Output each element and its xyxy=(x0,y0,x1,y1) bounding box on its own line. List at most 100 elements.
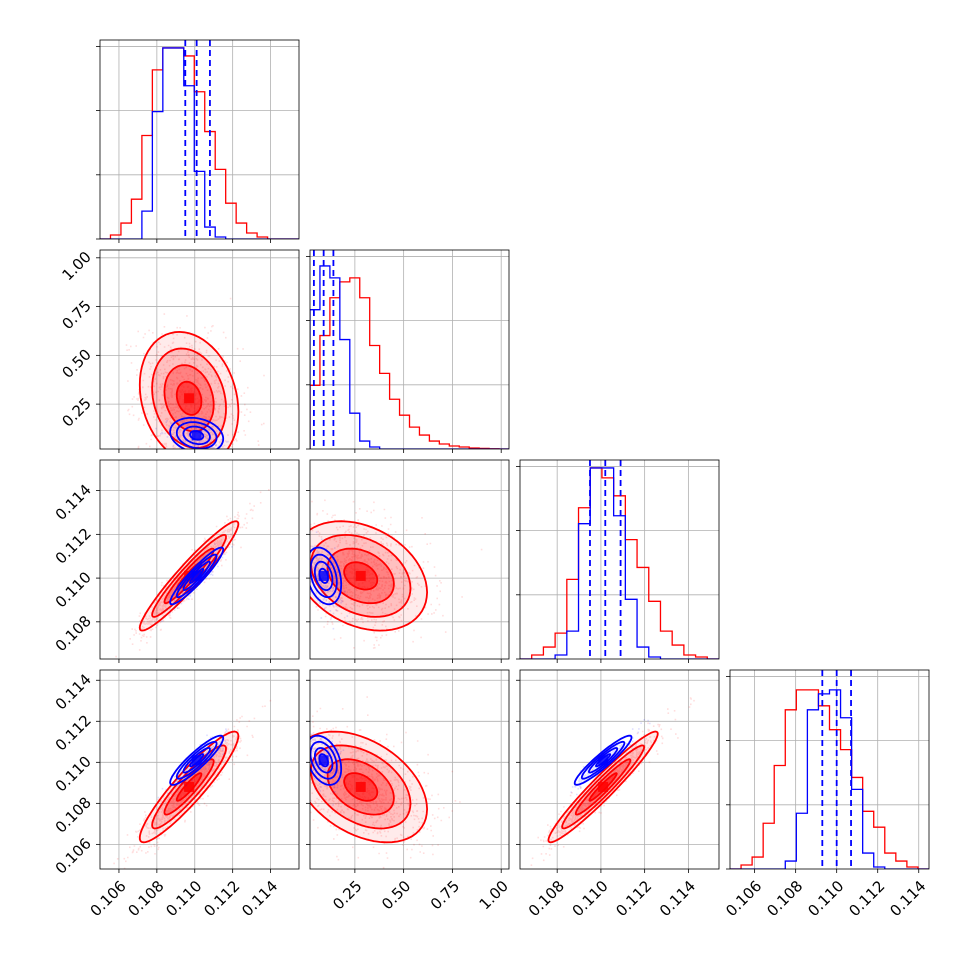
scatter-points-0 xyxy=(115,489,270,658)
x-tick-label: 0.75 xyxy=(427,877,463,913)
scatter-and-contours xyxy=(310,696,461,869)
histograms xyxy=(730,670,929,869)
x-tick-label: 0.114 xyxy=(656,877,699,920)
y-tick-label: 0.25 xyxy=(58,394,94,430)
density-peak-0 xyxy=(184,781,195,792)
histograms xyxy=(100,40,299,239)
histograms xyxy=(310,250,509,449)
scatter-points-0 xyxy=(310,499,483,649)
contour-series-1 xyxy=(310,740,338,780)
corner-panels: 0.250.500.751.000.1080.1100.1120.1140.10… xyxy=(52,39,930,920)
panel-3-0: 0.1060.1080.1100.1120.1140.1060.1080.110… xyxy=(52,669,300,920)
scatter-and-contours xyxy=(115,489,270,658)
density-peak-0 xyxy=(598,781,609,792)
density-peak-0 xyxy=(184,393,195,404)
x-tick-label: 0.110 xyxy=(162,877,205,920)
density-peak-0 xyxy=(355,781,366,792)
scatter-points-1 xyxy=(310,531,349,630)
y-tick-label: 0.114 xyxy=(52,481,95,524)
x-tick-label: 0.106 xyxy=(87,877,130,920)
density-peak-1 xyxy=(598,755,609,766)
x-tick-label: 0.110 xyxy=(804,877,847,920)
y-tick-label: 0.108 xyxy=(52,793,95,836)
panel-1-1 xyxy=(306,249,510,453)
y-tick-label: 0.106 xyxy=(52,834,95,877)
density-peak-1 xyxy=(191,755,202,766)
panel-frame xyxy=(99,39,300,240)
contour-series-1 xyxy=(310,553,338,599)
x-tick-label: 0.110 xyxy=(569,877,612,920)
y-tick-label: 0.50 xyxy=(58,345,94,381)
contour-series-1 xyxy=(182,560,211,591)
density-peak-1 xyxy=(318,755,329,766)
x-tick-label: 0.114 xyxy=(886,877,929,920)
contour-series-1 xyxy=(310,734,343,786)
contour-series-1 xyxy=(175,421,218,449)
histogram-series-1 xyxy=(310,265,509,449)
histogram-series-0 xyxy=(730,689,929,869)
panel-3-2: 0.108 0.110 0.112 0.114 xyxy=(516,669,720,920)
x-tick-label: 0.108 xyxy=(763,877,806,920)
contour-series-1 xyxy=(310,546,343,606)
panel-frame xyxy=(309,669,510,870)
histogram-series-0 xyxy=(100,47,299,239)
y-tick-label: 0.110 xyxy=(52,752,95,795)
panel-2-2 xyxy=(516,459,720,663)
panel-0-0 xyxy=(96,39,300,243)
contour-series-1 xyxy=(587,747,619,774)
x-tick-label: 1.00 xyxy=(476,877,512,913)
contour-series-1 xyxy=(175,740,218,780)
density-peak-1 xyxy=(191,430,202,441)
contour-series-1 xyxy=(314,560,334,591)
density-peak-0 xyxy=(355,570,366,581)
scatter-and-contours xyxy=(521,697,695,869)
x-tick-label: 0.112 xyxy=(200,877,243,920)
histogram-series-1 xyxy=(730,689,929,869)
panel-frame xyxy=(519,669,720,870)
x-tick-label: 0.50 xyxy=(378,877,414,913)
histogram-series-1 xyxy=(100,47,299,239)
histograms xyxy=(520,460,719,659)
y-tick-label: 0.75 xyxy=(58,297,94,333)
scatter-and-contours xyxy=(113,699,272,869)
x-tick-label: 0.106 xyxy=(722,877,765,920)
y-tick-label: 0.112 xyxy=(52,524,95,567)
x-tick-label: 0.114 xyxy=(238,877,281,920)
contour-series-1 xyxy=(580,740,626,780)
panel-frame xyxy=(519,459,720,660)
x-tick-label: 0.108 xyxy=(525,877,568,920)
y-tick-label: 0.114 xyxy=(52,670,95,713)
contour-series-1 xyxy=(175,553,218,599)
y-tick-label: 0.110 xyxy=(52,568,95,611)
panel-frame xyxy=(309,249,510,450)
x-tick-label: 0.25 xyxy=(329,877,365,913)
density-peak-1 xyxy=(318,570,329,581)
contour-series-1 xyxy=(169,546,225,606)
panel-frame xyxy=(99,249,300,450)
contour-series-1 xyxy=(182,747,211,774)
contour-series-1 xyxy=(169,416,225,449)
scatter-and-contours xyxy=(310,499,483,649)
contour-series-1 xyxy=(169,734,225,786)
contour-series-1 xyxy=(573,734,633,786)
panel-frame xyxy=(99,669,300,870)
x-tick-label: 0.112 xyxy=(612,877,655,920)
panel-3-1: 0.25 0.50 0.75 1.00 xyxy=(306,669,512,913)
panel-frame xyxy=(729,669,930,870)
scatter-and-contours xyxy=(125,297,265,449)
x-tick-label: 0.112 xyxy=(845,877,888,920)
y-tick-label: 1.00 xyxy=(58,248,94,284)
panel-frame xyxy=(99,459,300,660)
y-tick-label: 0.112 xyxy=(52,711,95,754)
x-tick-label: 0.108 xyxy=(125,877,168,920)
contour-series-1 xyxy=(182,425,211,445)
contour-series-1 xyxy=(314,747,334,774)
panel-1-0: 0.25 0.50 0.75 1.00 xyxy=(58,248,300,453)
y-tick-label: 0.108 xyxy=(52,612,95,655)
histogram-series-1 xyxy=(520,467,719,659)
histogram-series-0 xyxy=(520,467,719,659)
panel-frame xyxy=(309,459,510,660)
